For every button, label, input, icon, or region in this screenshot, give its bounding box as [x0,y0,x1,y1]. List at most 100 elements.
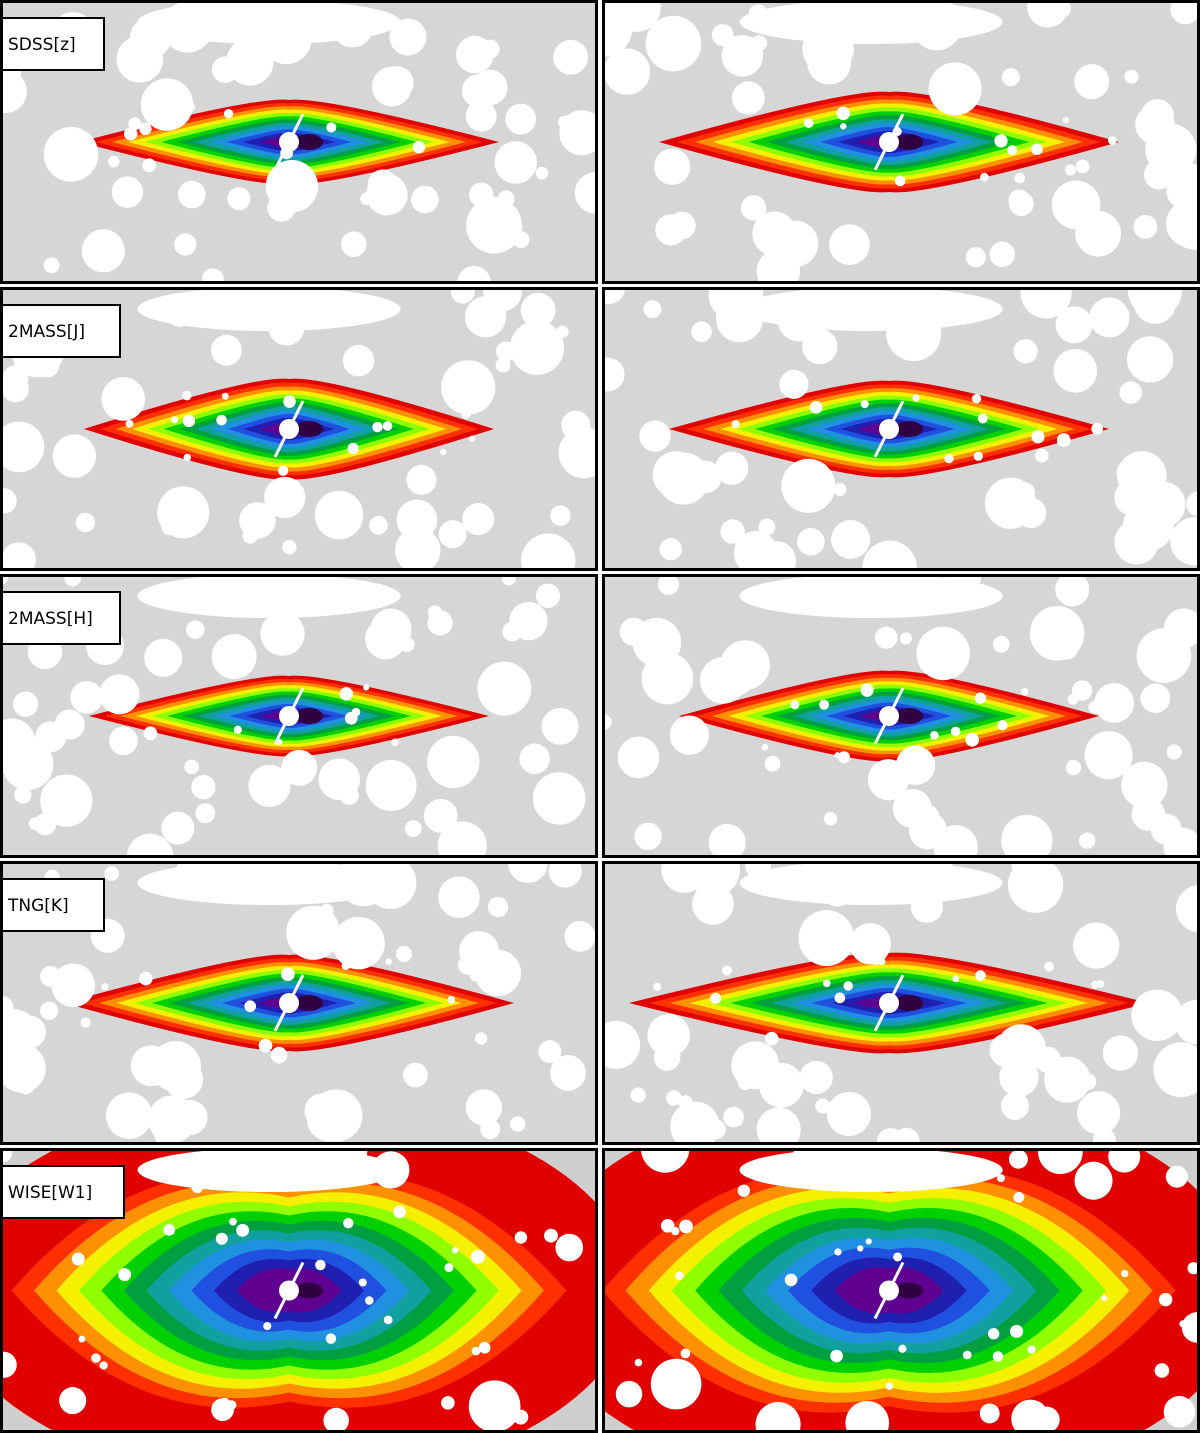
masked-source [1051,180,1101,230]
masked-source [950,726,961,737]
masked-source [1175,885,1200,933]
masked-source [979,1403,1000,1424]
masked-source [1123,500,1174,552]
masked-source [457,265,491,284]
masked-source [845,1400,890,1433]
masked-cloud [137,1148,401,1192]
masked-source [860,683,874,697]
masked-source [385,958,392,965]
masked-source [930,730,939,740]
masked-source [0,718,36,766]
masked-source [541,707,579,745]
masked-source [1135,104,1175,145]
masked-cloud [739,574,1003,618]
masked-source [1133,287,1177,324]
masked-source [1071,680,1093,701]
masked-source [248,764,291,808]
masked-source [1187,1262,1200,1275]
masked-source [380,66,414,100]
masked-source [1186,491,1200,517]
masked-source [154,1123,177,1145]
masked-source [142,158,157,173]
masked-source [343,1217,354,1229]
masked-source [480,39,500,59]
masked-source [64,574,81,587]
masked-source [962,1350,972,1360]
masked-source [740,195,767,221]
masked-source [75,512,96,533]
masked-source [39,1001,59,1020]
masked-source [867,759,909,801]
image-panel: 2MASS[J] [0,287,598,571]
masked-source [894,175,906,187]
masked-source [363,684,370,691]
label-box [1,1165,125,1219]
masked-source [999,1057,1039,1097]
masked-source [501,574,516,586]
masked-source [869,951,883,966]
masked-source [815,1098,831,1114]
masked-source [933,825,978,858]
masked-source [723,1106,744,1128]
masked-source [1044,961,1055,972]
masked-source [318,758,361,801]
masked-source [1011,861,1030,875]
masked-source [468,1380,521,1433]
masked-source [469,435,476,442]
masked-source [0,1043,46,1093]
masked-source [59,1387,87,1415]
masked-source [43,126,99,182]
core [895,421,923,437]
masked-source [668,211,696,240]
masked-source [226,38,274,86]
panel-content [602,0,1200,284]
masked-source [124,127,138,141]
core [295,1282,323,1299]
masked-source [461,74,495,108]
masked-source [258,1038,273,1053]
masked-source [1010,1324,1024,1338]
masked-source [365,759,417,811]
masked-source [185,620,205,639]
masked-source [971,393,982,404]
masked-source [372,421,383,433]
masked-source [994,134,1008,148]
masked-source [3,1036,17,1050]
masked-source [395,945,413,963]
masked-source [715,451,749,485]
masked-source [1107,136,1117,145]
masked-source [764,756,781,772]
masked-source [265,160,319,213]
masked-source [1055,574,1090,607]
masked-source [965,247,986,268]
masked-source [487,896,509,918]
panel-border [0,1148,598,1433]
masked-source [365,618,407,660]
masked-source [1008,1149,1028,1169]
masked-source [862,540,917,571]
masked-source [229,1217,237,1226]
panel-label: 2MASS[J] [8,322,85,342]
masked-source [182,414,196,428]
masked-source [803,118,814,128]
masked-source [2,365,29,391]
masked-source [478,1341,491,1354]
masked-source [1165,1165,1188,1188]
masked-source [535,166,549,180]
masked-source [996,1174,1005,1183]
masked-source [1013,1191,1025,1203]
masked-source [1021,688,1029,696]
core [895,134,923,150]
masked-source [548,861,582,888]
masked-source [283,395,296,408]
masked-cloud [137,574,401,618]
masked-source [602,287,626,304]
masked-source [1031,143,1043,156]
masked-source [244,1000,257,1013]
masked-source [1062,116,1069,124]
masked-source [1136,628,1192,683]
masked-source [174,233,197,256]
masked-source [893,1252,903,1262]
masked-source [54,709,85,740]
